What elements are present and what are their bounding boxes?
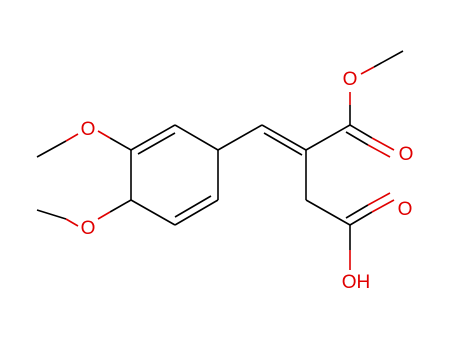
atom-label: O (81, 218, 96, 239)
bonds (36, 50, 404, 270)
atom-label: O (398, 199, 413, 220)
atom-label: O (399, 144, 414, 165)
atom-label: O (81, 119, 96, 140)
atom-label: OH (342, 272, 371, 293)
atom-labels: O O O O O OH (81, 69, 414, 293)
atom-label: O (343, 69, 358, 90)
